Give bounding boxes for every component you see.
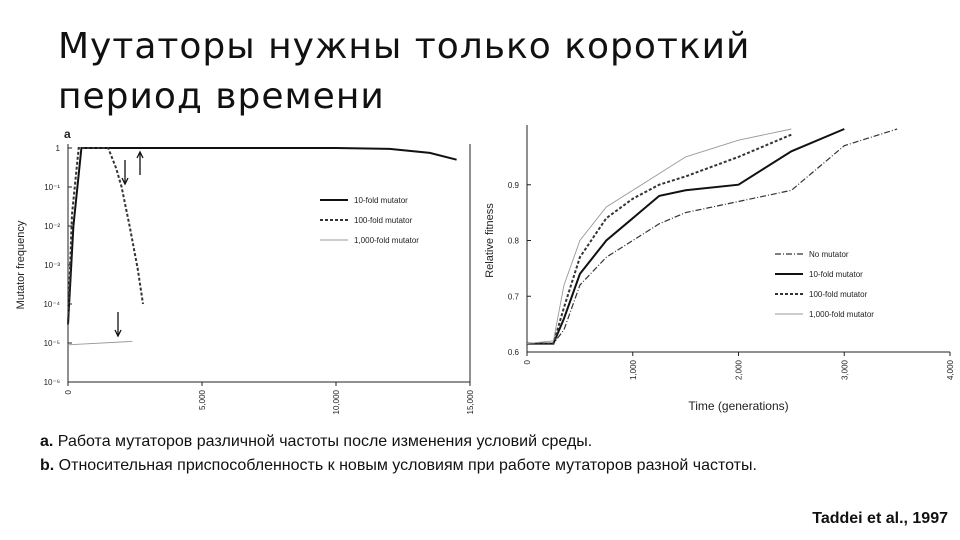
y-tick-label: 10⁻⁶ — [44, 378, 60, 387]
y-tick-label: 0.8 — [508, 237, 520, 246]
arrow-head — [114, 329, 122, 338]
x-tick-label: 0 — [523, 359, 532, 364]
y-tick-label: 10⁻¹ — [44, 183, 60, 192]
x-tick-label: 3,000 — [840, 359, 849, 380]
y-tick-label: 10⁻² — [44, 222, 60, 231]
citation: Taddei et al., 1997 — [812, 510, 948, 527]
figures: 1 10⁻¹ 10⁻² 10⁻³ 10⁻⁴ 10⁻⁵ 10⁻⁶ 0 5,000 10,000 15,… — [15, 125, 955, 414]
x-tick-label: 4,000 — [946, 359, 955, 380]
x-tick-label: 1,000 — [629, 359, 638, 380]
x-axis-label: Time (generations) — [688, 399, 788, 413]
series-line — [67, 147, 144, 325]
y-tick-label: 0.6 — [508, 348, 520, 357]
x-tick-label: 5,000 — [198, 389, 207, 410]
caption-text: Относительная приспособленность к новым … — [58, 457, 757, 474]
panel-label: a — [64, 127, 71, 141]
x-tick-label: 15,000 — [466, 389, 475, 414]
y-tick-label: 1 — [56, 144, 61, 153]
x-tick-label: 10,000 — [332, 389, 341, 414]
y-tick-label: 10⁻⁵ — [44, 339, 60, 348]
caption-line: b. Относительная приспособленность к нов… — [40, 454, 880, 478]
series-line — [527, 128, 845, 345]
slide-title: Мутаторы нужны только короткий период вр… — [58, 26, 751, 117]
x-tick-label: 2,000 — [735, 359, 744, 380]
legend-label: 1,000-fold mutator — [354, 236, 419, 245]
caption-text: Работа мутаторов различной частоты после… — [57, 433, 593, 450]
series-line — [527, 128, 898, 345]
caption-label: a. — [40, 433, 54, 450]
legend-label: No mutator — [809, 250, 849, 259]
caption-line: a. Работа мутаторов различной частоты по… — [40, 430, 880, 454]
arrow-head — [136, 150, 144, 159]
arrow-head — [121, 177, 129, 186]
y-axis-label: Mutator frequency — [15, 220, 27, 309]
x-tick-label: 0 — [64, 389, 73, 394]
series-line — [67, 147, 457, 325]
series-line — [527, 133, 792, 345]
legend-label: 10-fold mutator — [809, 270, 863, 279]
y-tick-label: 10⁻³ — [44, 261, 60, 270]
series-line — [526, 128, 792, 345]
caption-label: b. — [40, 457, 55, 474]
caption: a. Работа мутаторов различной частоты по… — [40, 430, 880, 478]
legend-label: 1,000-fold mutator — [809, 310, 874, 319]
y-axis-label: Relative fitness — [484, 203, 496, 278]
y-tick-label: 0.7 — [508, 292, 520, 301]
y-tick-label: 10⁻⁴ — [43, 300, 60, 309]
legend-label: 100-fold mutator — [354, 216, 413, 225]
series-line — [67, 340, 133, 346]
y-tick-label: 0.9 — [508, 181, 520, 190]
legend-label: 10-fold mutator — [354, 196, 408, 205]
legend-label: 100-fold mutator — [809, 290, 868, 299]
